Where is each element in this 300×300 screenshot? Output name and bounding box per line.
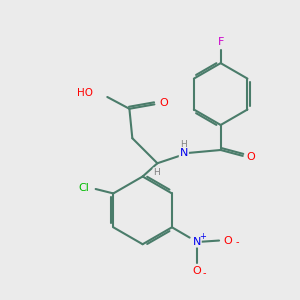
Text: N: N <box>193 237 201 247</box>
Text: O: O <box>224 236 232 245</box>
Text: H: H <box>181 140 187 148</box>
Text: H: H <box>153 168 160 177</box>
Text: -: - <box>202 268 206 278</box>
Text: O: O <box>193 266 201 277</box>
Text: N: N <box>180 148 188 158</box>
Text: -: - <box>235 237 239 247</box>
Text: O: O <box>159 98 168 108</box>
Text: F: F <box>218 37 224 47</box>
Text: HO: HO <box>76 88 93 98</box>
Text: +: + <box>199 232 206 241</box>
Text: O: O <box>247 152 255 162</box>
Text: Cl: Cl <box>78 182 89 193</box>
